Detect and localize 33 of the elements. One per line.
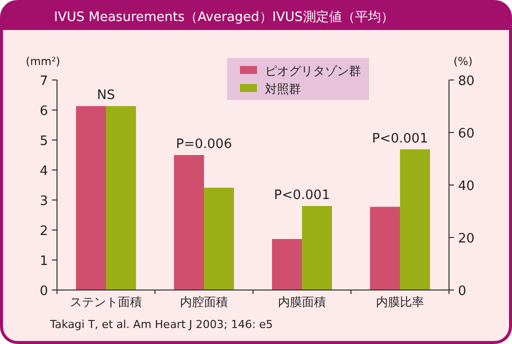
annotation: NS: [97, 88, 115, 104]
y-tick-label: 3: [40, 194, 48, 209]
legend-label: 対照群: [265, 82, 301, 96]
y2-axis-title: (%): [453, 55, 473, 68]
y-tick-label: 1: [40, 254, 48, 269]
bar: [76, 106, 106, 290]
y2-tick-label: 0: [458, 284, 466, 299]
y2-tick-label: 80: [458, 74, 475, 89]
y-tick-label: 4: [40, 164, 48, 179]
bar: [272, 239, 302, 290]
y-tick-label: 2: [40, 224, 48, 239]
x-tick-label: ステント面積: [70, 295, 142, 309]
y-tick-label: 6: [40, 104, 48, 119]
text: Takagi T, et al. Am Heart J 2003; 146: e5: [49, 318, 273, 331]
y2-tick-label: 60: [458, 126, 475, 142]
bar: [204, 188, 234, 290]
annotation: P=0.006: [176, 137, 232, 152]
annotation: P<0.001: [274, 188, 330, 203]
y-tick-label: 5: [40, 134, 48, 149]
annotation: P<0.001: [372, 131, 428, 146]
bar: [106, 106, 136, 290]
y-axis-title: (mm²): [26, 55, 60, 68]
x-tick-label: 内膜比率: [376, 295, 424, 309]
bar: [174, 155, 204, 290]
x-tick-label: 内腔面積: [180, 295, 228, 309]
x-tick-label: 内膜面積: [278, 295, 326, 309]
chart-title: IVUS Measurements（Averaged）IVUS測定値（平均）: [54, 10, 394, 25]
bar: [302, 206, 332, 290]
y2-tick-label: 40: [458, 179, 475, 194]
y-tick-label: 0: [40, 284, 48, 299]
legend-label: ピオグリタゾン群: [265, 64, 361, 78]
y2-tick-label: 20: [458, 232, 475, 246]
y-tick-label: 7: [40, 74, 48, 89]
